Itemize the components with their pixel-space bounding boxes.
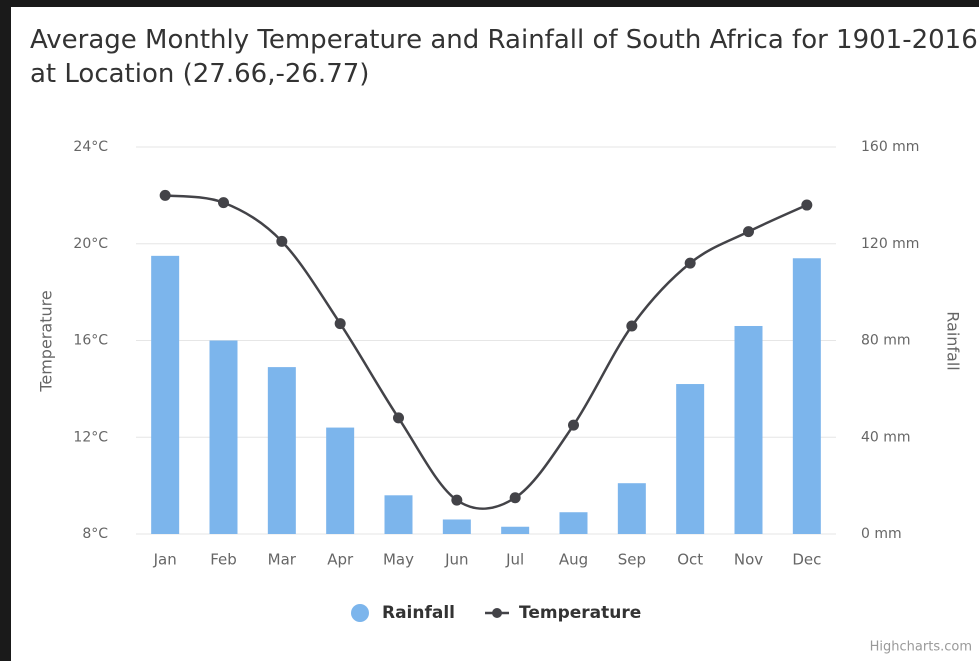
chart-title: Average Monthly Temperature and Rainfall… xyxy=(30,25,978,89)
bar xyxy=(267,367,296,534)
point xyxy=(276,235,288,247)
legend-symbol xyxy=(492,608,503,618)
x-tick-label: Jun xyxy=(444,551,468,569)
x-tick-label: May xyxy=(383,551,414,569)
point xyxy=(393,412,404,424)
x-tick-label: Jan xyxy=(153,551,177,569)
x-tick-label: Aug xyxy=(559,551,588,569)
x-tick-label: Sep xyxy=(618,551,646,569)
bar xyxy=(151,255,180,534)
point xyxy=(626,320,638,332)
x-tick-label: Dec xyxy=(792,551,821,569)
bar xyxy=(326,427,355,534)
y2-tick-label: 0 mm xyxy=(861,526,902,542)
x-tick-label: Feb xyxy=(210,551,237,569)
x-tick-label: Oct xyxy=(677,551,703,569)
point xyxy=(568,419,579,431)
y2-tick-label: 160 mm xyxy=(861,139,919,155)
point xyxy=(684,257,696,269)
bar xyxy=(734,325,763,534)
point xyxy=(451,494,463,506)
frame-left xyxy=(0,0,11,661)
y-tick-label: 24°C xyxy=(73,139,108,155)
bar xyxy=(617,483,646,534)
y2-axis-title: Rainfall xyxy=(944,311,963,370)
legend-symbol xyxy=(351,604,369,622)
x-tick-label: Jul xyxy=(505,551,524,569)
legend-label: Temperature xyxy=(519,603,641,623)
y-tick-label: 8°C xyxy=(82,526,108,542)
bar xyxy=(559,512,588,534)
y-axis-title: Temperature xyxy=(37,290,56,392)
point xyxy=(743,226,754,238)
bar xyxy=(384,495,413,534)
x-tick-label: Nov xyxy=(734,551,763,569)
bar xyxy=(209,340,238,534)
bar xyxy=(442,519,471,534)
frame-top xyxy=(0,0,979,7)
point xyxy=(509,492,521,504)
y2-tick-label: 80 mm xyxy=(861,333,911,349)
point xyxy=(218,197,229,209)
y2-tick-label: 40 mm xyxy=(861,429,911,445)
y-tick-label: 12°C xyxy=(73,429,108,445)
bar xyxy=(501,526,530,534)
y-tick-label: 16°C xyxy=(73,333,108,349)
point xyxy=(159,189,171,201)
legend-label: Rainfall xyxy=(382,603,455,623)
x-tick-label: Apr xyxy=(327,551,354,569)
y-tick-label: 20°C xyxy=(73,236,108,252)
bar xyxy=(792,258,821,534)
y2-tick-label: 120 mm xyxy=(861,236,919,252)
point xyxy=(334,318,346,330)
x-tick-label: Mar xyxy=(268,551,297,569)
point xyxy=(801,199,813,211)
bar xyxy=(676,384,705,534)
credits: Highcharts.com xyxy=(870,640,972,655)
